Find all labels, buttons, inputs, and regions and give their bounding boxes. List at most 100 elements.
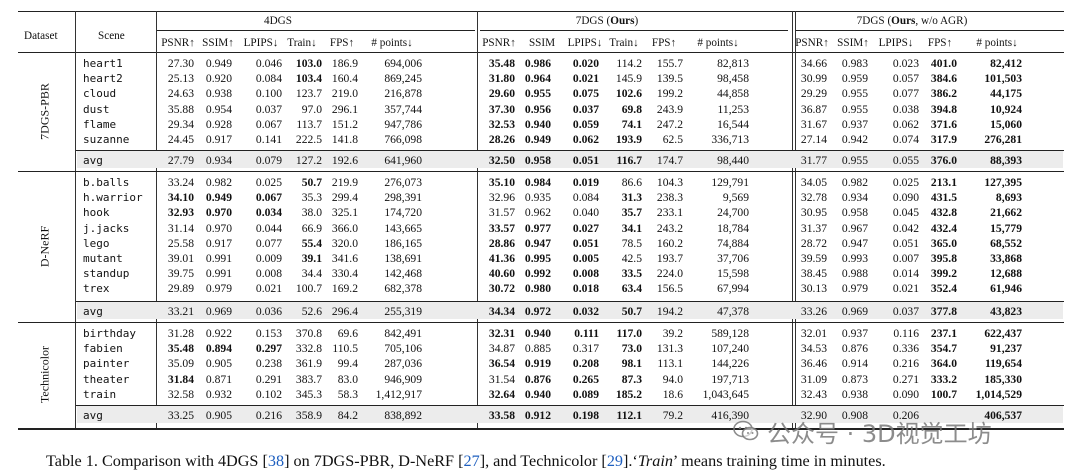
metric-value: 15,598 — [717, 267, 749, 281]
scene-name: fabien — [83, 342, 123, 356]
metric-value: 0.949 — [205, 191, 232, 205]
metric-value: 0.111 — [574, 327, 599, 340]
metric-value: 0.090 — [892, 191, 919, 205]
metric-value: 35.48 — [167, 342, 194, 356]
metric-value: 219.0 — [331, 87, 358, 101]
metric-value: 0.984 — [524, 176, 551, 189]
metric-value: 766,098 — [384, 133, 422, 146]
avg-value: 32.90 — [800, 409, 827, 422]
group-label-bold: Ours — [891, 15, 916, 27]
metric-value: 0.940 — [524, 327, 551, 340]
avg-row-background — [77, 302, 1063, 319]
metric-value: 31.14 — [167, 221, 194, 235]
metric-value: 0.940 — [524, 117, 551, 131]
metric-value: 0.025 — [892, 176, 919, 189]
metric-value: 0.983 — [841, 57, 868, 70]
metric-value: 114.2 — [616, 57, 642, 70]
metric-value: 0.019 — [572, 176, 599, 189]
avg-value: 0.958 — [524, 154, 551, 167]
metric-value: 0.955 — [841, 87, 868, 101]
metric-value: 144,226 — [711, 357, 749, 371]
metric-value: 169.2 — [331, 282, 358, 296]
metric-value: 0.947 — [841, 236, 868, 250]
metric-header: LPIPS↓ — [243, 37, 279, 49]
column-divider — [75, 11, 76, 430]
metric-value: 127,395 — [984, 176, 1022, 189]
metric-value: 276,073 — [384, 176, 422, 189]
avg-value: 0.051 — [572, 154, 599, 167]
avg-value: 0.969 — [841, 305, 868, 318]
metric-value: 0.986 — [524, 57, 551, 70]
metric-value: 29.60 — [488, 87, 515, 101]
metric-value: 30.72 — [488, 282, 515, 296]
metric-value: 145.9 — [615, 72, 642, 86]
table-rule — [76, 301, 1064, 302]
avg-value: 0.905 — [205, 409, 232, 422]
metric-value: 0.051 — [572, 236, 599, 250]
metric-value: 386.2 — [930, 87, 957, 101]
metric-value: 63.4 — [621, 282, 642, 296]
metric-value: 0.077 — [255, 236, 282, 250]
metric-value: 694,006 — [384, 57, 422, 70]
caption-tail: ’ means training time in minutes. — [672, 452, 886, 470]
metric-value: 67,994 — [717, 282, 749, 296]
avg-value: 377.8 — [930, 305, 957, 318]
metric-header: Train↓ — [287, 37, 317, 49]
metric-value: 0.037 — [572, 102, 599, 116]
metric-value: 91,237 — [990, 342, 1022, 356]
avg-value: 88,393 — [990, 154, 1022, 167]
metric-value: 0.141 — [255, 133, 282, 146]
metric-value: 141.8 — [331, 133, 358, 146]
scene-name: train — [83, 387, 117, 401]
metric-value: 33.57 — [488, 221, 515, 235]
metric-value: 0.970 — [205, 221, 232, 235]
watermark-text: 公众号 · 3D视觉工坊 — [767, 419, 992, 448]
metric-value: 0.102 — [255, 387, 282, 401]
avg-value: 79.2 — [662, 409, 683, 422]
metric-value: 384.6 — [930, 72, 957, 86]
avg-value: 33.58 — [488, 409, 515, 422]
metric-value: 276,281 — [984, 133, 1022, 146]
metric-value: 27.30 — [167, 57, 194, 70]
metric-value: 29.34 — [167, 117, 194, 131]
metric-value: 0.958 — [841, 206, 868, 220]
metric-value: 32.58 — [167, 387, 194, 401]
metric-value: 0.928 — [205, 117, 232, 131]
metric-value: 371.6 — [930, 117, 957, 131]
metric-value: 0.982 — [205, 176, 232, 189]
metric-value: 44,858 — [717, 87, 749, 101]
metric-value: 101,503 — [984, 72, 1022, 86]
metric-value: 31.54 — [488, 372, 515, 386]
metric-value: 0.040 — [572, 206, 599, 220]
metric-value: 102.6 — [615, 87, 642, 101]
avg-value: 0.955 — [841, 154, 868, 167]
metric-value: 0.979 — [841, 282, 868, 296]
metric-value: 333.2 — [930, 372, 957, 386]
metric-value: 62.5 — [662, 133, 683, 146]
metric-value: 29.89 — [167, 282, 194, 296]
metric-value: 0.075 — [572, 87, 599, 101]
metric-value: 31.37 — [800, 221, 827, 235]
metric-value: 78.5 — [621, 236, 642, 250]
metric-value: 24.45 — [167, 133, 194, 146]
metric-value: 42.5 — [621, 252, 642, 265]
metric-value: 0.937 — [841, 117, 868, 131]
table-rule — [76, 405, 1064, 406]
citation-link[interactable]: 29 — [606, 452, 623, 470]
scene-name: heart2 — [83, 72, 123, 86]
dataset-label: Technicolor — [37, 345, 52, 404]
metric-value: 0.905 — [205, 357, 232, 371]
avg-value: 0.908 — [841, 409, 868, 422]
metric-value: 31.67 — [800, 117, 827, 131]
citation-link[interactable]: 38 — [267, 452, 285, 470]
metric-value: 39.59 — [800, 252, 827, 265]
avg-value: 0.036 — [255, 305, 282, 318]
metric-value: 40.60 — [488, 267, 515, 281]
metric-value: 336,713 — [711, 133, 749, 146]
scene-name: trex — [83, 282, 110, 296]
citation-link[interactable]: 27 — [463, 452, 480, 470]
metric-value: 0.100 — [255, 87, 282, 101]
avg-row-background — [77, 151, 1063, 168]
metric-value: 36.87 — [800, 102, 827, 116]
metric-value: 233.1 — [656, 206, 683, 220]
